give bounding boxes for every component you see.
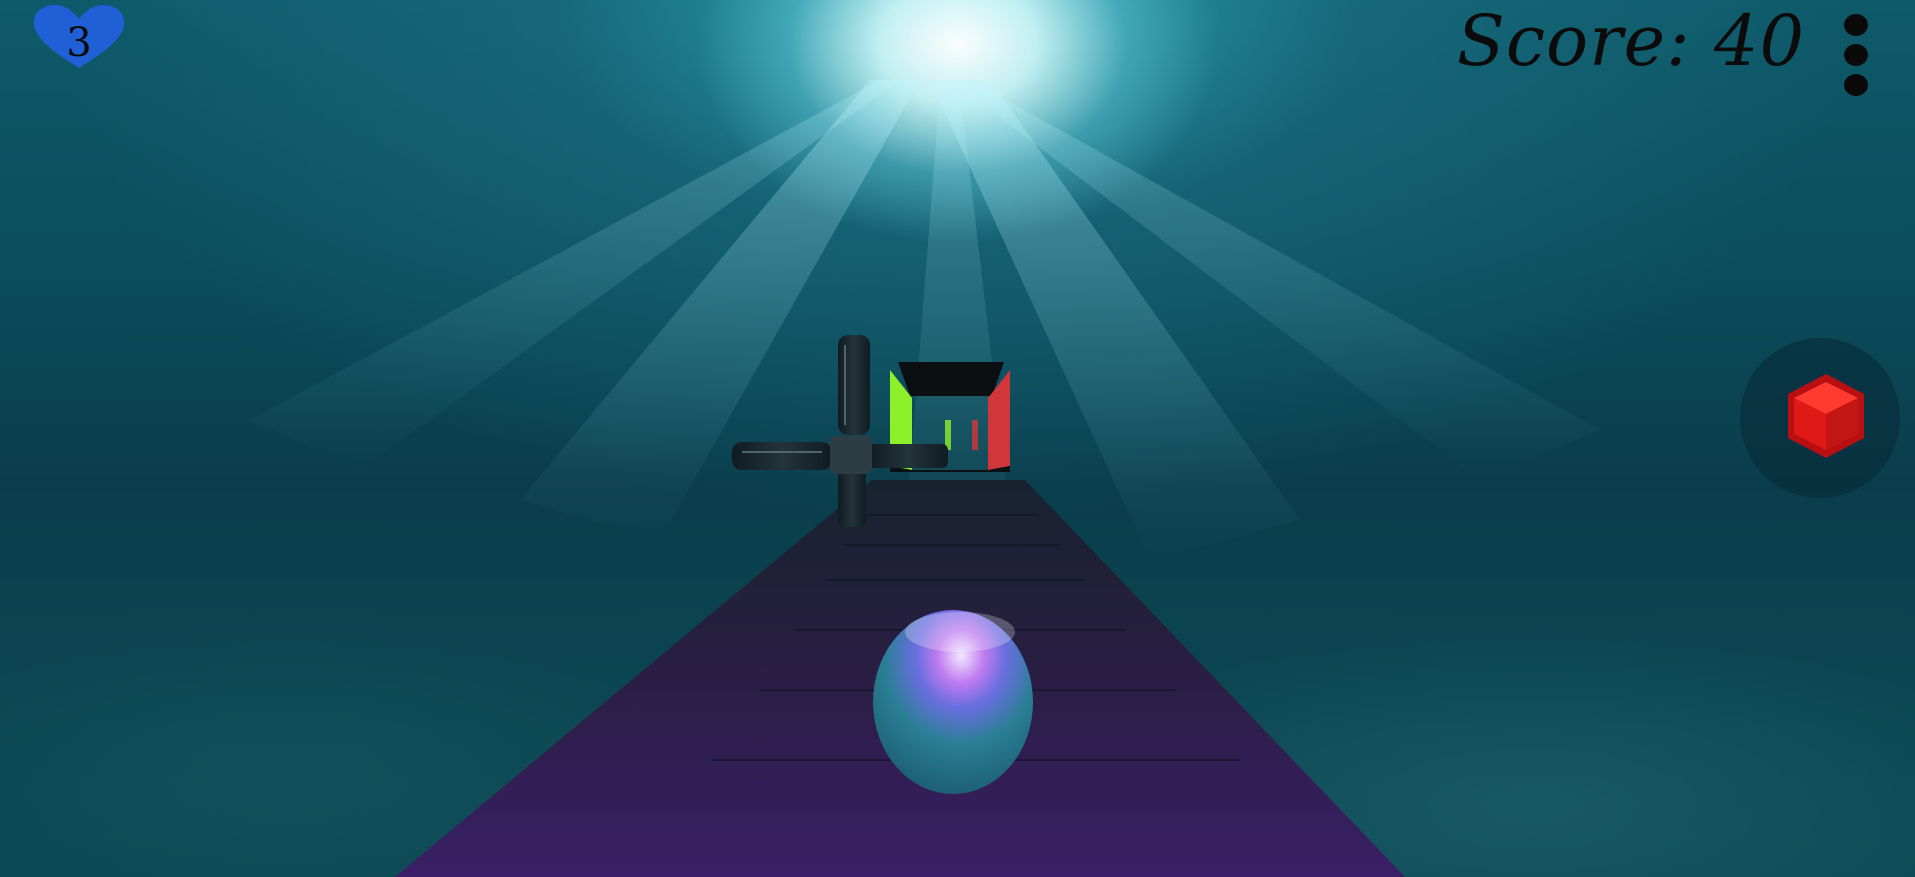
vertical-ellipsis-icon-dot (1844, 74, 1868, 96)
lives-indicator: 3 (30, 2, 128, 70)
vertical-ellipsis-icon (1844, 14, 1868, 36)
player-ball (873, 610, 1033, 794)
heart-icon (33, 5, 125, 68)
action-button[interactable] (1740, 338, 1900, 498)
red-cube-icon (1788, 374, 1864, 458)
cross-obstacle (732, 335, 948, 527)
score-label: Score: 40 (1456, 0, 1805, 82)
menu-button[interactable] (1838, 12, 1874, 100)
vertical-ellipsis-icon-dot (1844, 44, 1868, 66)
lives-count: 3 (66, 20, 92, 66)
